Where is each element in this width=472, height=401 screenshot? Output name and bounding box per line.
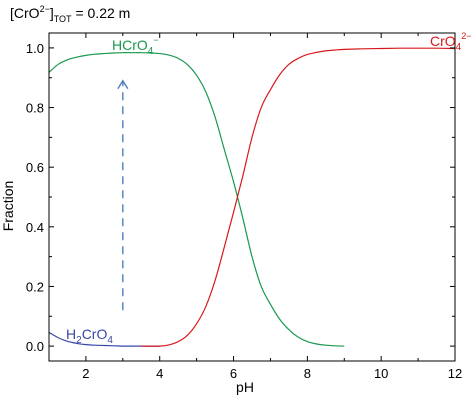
y-tick-label: 0.8 <box>26 101 44 116</box>
y-axis-label: Fraction <box>0 181 16 232</box>
series-line-hcro4 <box>49 52 345 347</box>
y-tick-label: 1.0 <box>26 41 44 56</box>
x-axis-label: pH <box>236 379 254 395</box>
annotation-layer <box>117 79 129 311</box>
x-tick-label: 8 <box>304 366 311 381</box>
series-line-h2cro4 <box>49 331 160 347</box>
x-tick-label: 2 <box>82 366 89 381</box>
y-tick-label: 0.4 <box>26 220 44 235</box>
plot-frame <box>48 32 456 362</box>
x-tick-label: 6 <box>230 366 237 381</box>
series-labels: H2CrO4 HCrO4− CrO42− <box>66 31 472 346</box>
x-tick-label: 12 <box>448 366 462 381</box>
series-layer <box>49 47 455 347</box>
series-line-cro4 <box>141 47 455 347</box>
y-tick-label: 0.0 <box>26 339 44 354</box>
chart-title: [CrO2−]TOT = 0.22 m <box>10 4 130 24</box>
x-tick-label: 10 <box>374 366 388 381</box>
series-label-hcro4: HCrO4− <box>112 35 159 57</box>
y-tick-label: 0.2 <box>26 279 44 294</box>
dashed-arrow-head <box>117 79 129 90</box>
axes-layer: 2 4 6 8 10 12 0.0 0.2 0.4 0.6 0.8 1.0 <box>26 32 462 381</box>
series-label-h2cro4: H2CrO4 <box>66 326 113 346</box>
x-tick-label: 4 <box>156 366 163 381</box>
y-tick-label: 0.6 <box>26 160 44 175</box>
series-label-cro4: CrO42− <box>430 31 472 53</box>
